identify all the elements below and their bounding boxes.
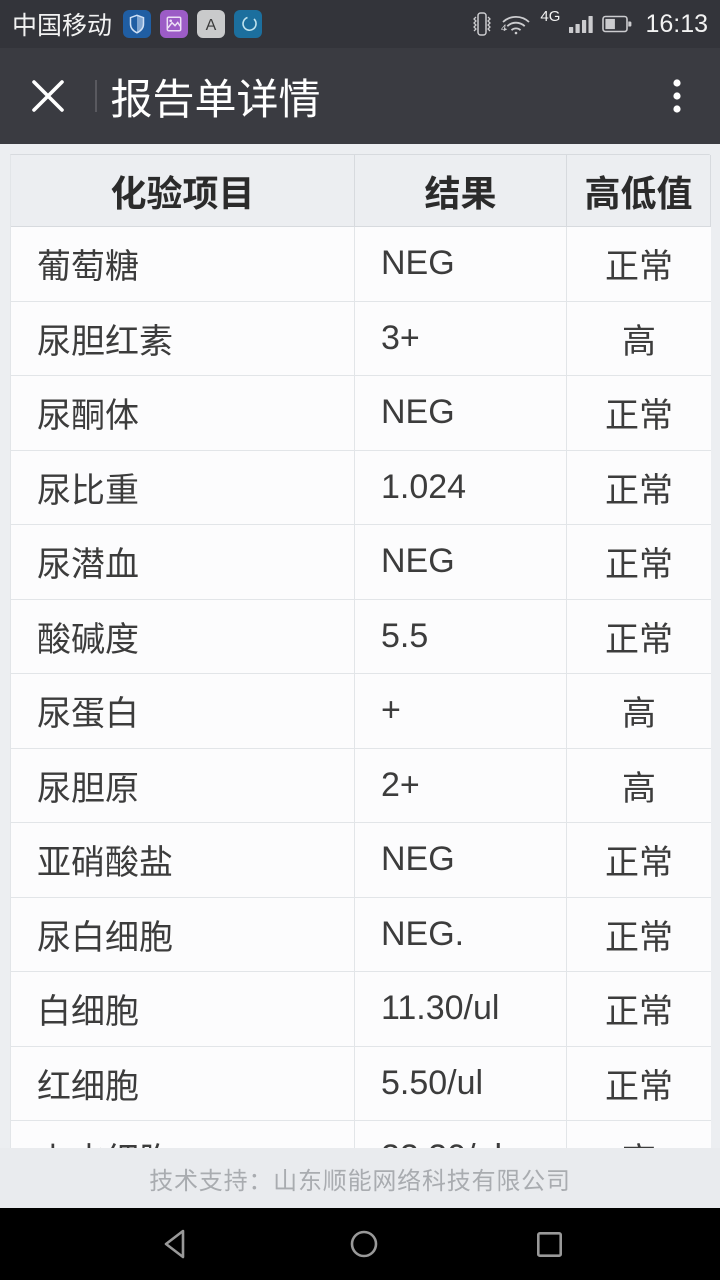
svg-text:4: 4	[501, 23, 506, 33]
svg-text:A: A	[206, 17, 217, 34]
